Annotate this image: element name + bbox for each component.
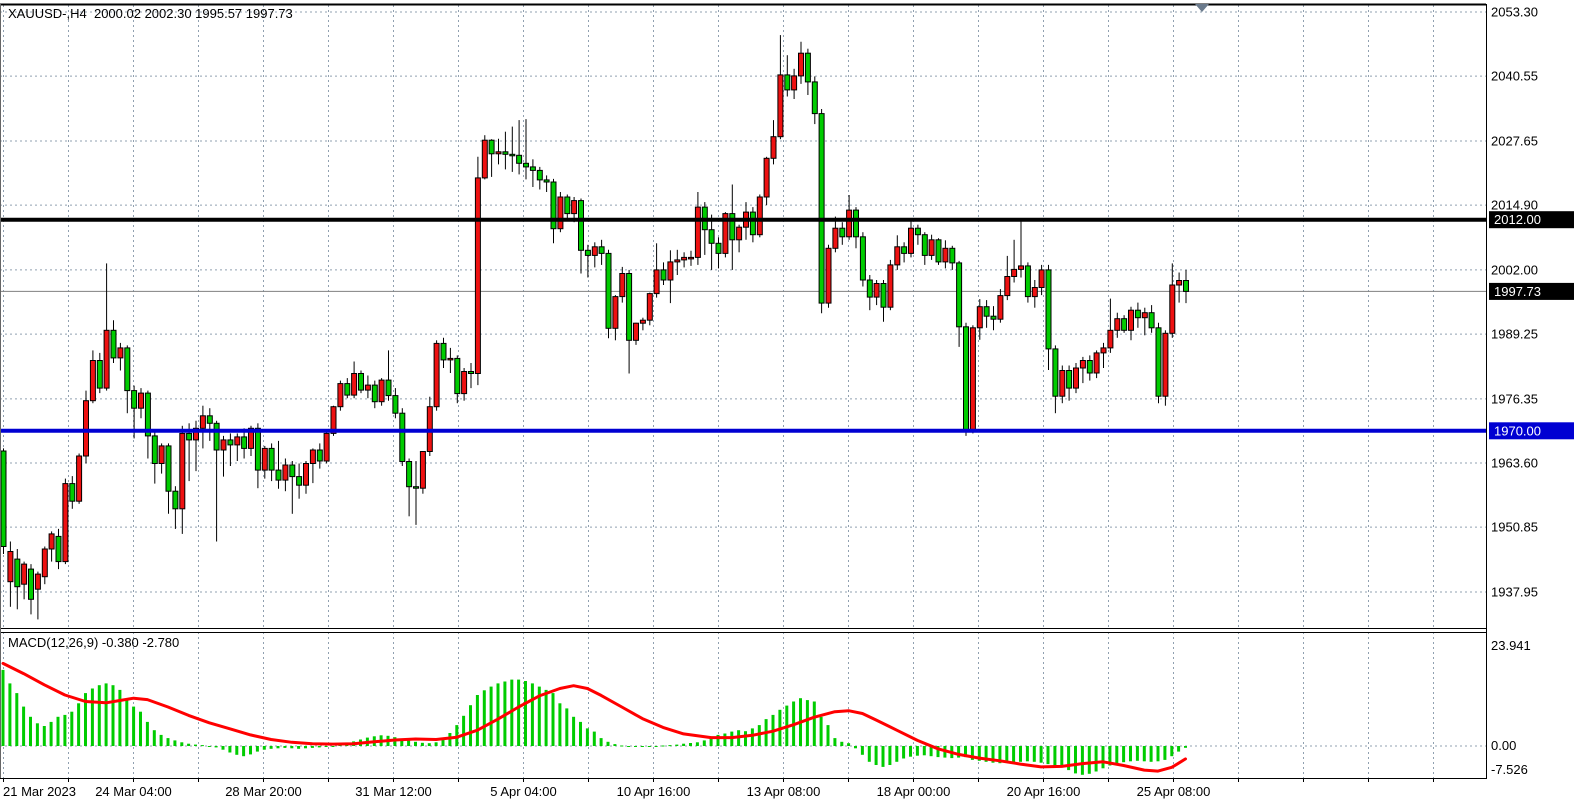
time-axis[interactable]: 21 Mar 2023 24 Mar 04:00 28 Mar 20:00 31 Ma… — [3, 784, 1210, 799]
time-tick-label: 13 Apr 08:00 — [747, 784, 821, 799]
price-tick-label: 2040.55 — [1491, 69, 1538, 84]
svg-text:2012.00: 2012.00 — [1494, 212, 1541, 227]
price-badge: 1997.73 — [1489, 282, 1574, 300]
price-tick-label: 1937.95 — [1491, 585, 1538, 600]
price-tick-label: 2014.90 — [1491, 198, 1538, 213]
macd-indicator-label: MACD(12,26,9) -0.380 -2.780 — [8, 635, 180, 650]
price-tick-label: 1989.25 — [1491, 327, 1538, 342]
macd-tick-label: 23.941 — [1491, 638, 1531, 653]
time-tick-label: 21 Mar 2023 — [3, 784, 76, 799]
price-tick-label: 1963.60 — [1491, 456, 1538, 471]
price-tick-label: 2002.00 — [1491, 262, 1538, 277]
price-tick-label: 2027.65 — [1491, 134, 1538, 149]
time-tick-label: 10 Apr 16:00 — [617, 784, 691, 799]
time-tick-label: 28 Mar 20:00 — [225, 784, 302, 799]
price-tick-label: 1976.35 — [1491, 391, 1538, 406]
macd-tick-label: 0.00 — [1491, 738, 1516, 753]
time-tick-label: 31 Mar 12:00 — [355, 784, 432, 799]
price-badge: 1970.00 — [1489, 422, 1574, 440]
price-axis[interactable]: 2053.30 2040.55 2027.65 2014.90 2002.00 1989.… — [1491, 5, 1538, 600]
time-tick-label: 24 Mar 04:00 — [95, 784, 172, 799]
macd-tick-label: -7.526 — [1491, 762, 1528, 777]
macd-histogram — [1, 669, 1187, 775]
price-badge: 2012.00 — [1489, 211, 1574, 229]
chart-shift-marker-icon[interactable] — [1195, 4, 1209, 12]
macd-signal-line — [1, 661, 1187, 773]
svg-text:1970.00: 1970.00 — [1494, 423, 1541, 438]
time-tick-label: 20 Apr 16:00 — [1007, 784, 1081, 799]
macd-axis[interactable]: 23.941 0.00 -7.526 — [1491, 638, 1531, 777]
price-tick-label: 1950.85 — [1491, 520, 1538, 535]
time-tick-label: 5 Apr 04:00 — [490, 784, 557, 799]
svg-text:1997.73: 1997.73 — [1494, 284, 1541, 299]
price-tick-label: 2053.30 — [1491, 5, 1538, 20]
time-tick-label: 18 Apr 00:00 — [877, 784, 951, 799]
symbol-title: XAUUSD-,H4 2000.02 2002.30 1995.57 1997.… — [8, 6, 293, 21]
candles-series — [0, 35, 1189, 620]
time-tick-label: 25 Apr 08:00 — [1137, 784, 1211, 799]
